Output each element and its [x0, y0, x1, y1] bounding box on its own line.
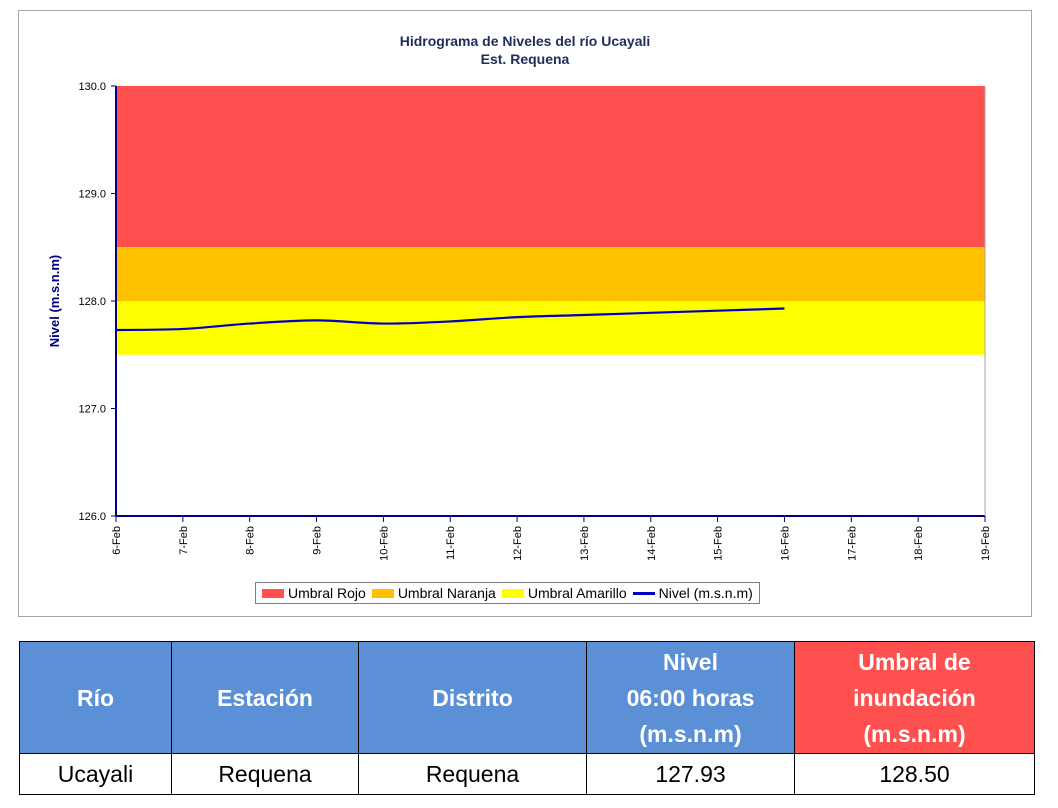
legend-swatch-naranja — [371, 588, 394, 598]
x-tick-label: 13-Feb — [579, 526, 591, 561]
x-tick-label: 19-Feb — [980, 526, 992, 561]
header-estacion: Estación — [171, 641, 359, 754]
header-rio: Río — [19, 641, 172, 754]
x-tick-label: 12-Feb — [512, 526, 524, 561]
band-rojo — [116, 86, 985, 248]
x-tick-label: 8-Feb — [245, 526, 257, 555]
x-tick-label: 10-Feb — [378, 526, 390, 561]
legend-item-nivel: Nivel (m.s.n.m) — [632, 585, 753, 601]
cell-nivel: 127.93 — [586, 753, 795, 795]
y-tick-label: 128.0 — [78, 296, 106, 308]
chart-title: Hidrograma de Niveles del río Ucayali — [399, 33, 651, 49]
x-tick-label: 18-Feb — [913, 526, 925, 561]
table-row: Ucayali Requena Requena 127.93 128.50 — [19, 753, 1035, 795]
x-tick-label: 17-Feb — [846, 526, 858, 561]
legend-label-naranja: Umbral Naranja — [397, 585, 496, 601]
x-tick-label: 7-Feb — [178, 526, 190, 555]
x-tick-label: 6-Feb — [111, 526, 123, 555]
header-umbral: Umbral de inundación (m.s.n.m) — [794, 641, 1035, 754]
cell-distrito: Requena — [358, 753, 587, 795]
cell-estacion: Requena — [171, 753, 359, 795]
header-nivel-line1: Nivel — [663, 648, 718, 675]
header-umbral-line3: (m.s.n.m) — [863, 720, 966, 747]
y-tick-label: 129.0 — [78, 189, 106, 201]
x-tick-label: 14-Feb — [646, 526, 658, 561]
legend-swatch-amarillo — [501, 588, 524, 598]
band-naranja — [116, 247, 985, 301]
x-tick-label: 16-Feb — [779, 526, 791, 561]
header-nivel-line2: 06:00 horas — [626, 684, 755, 711]
legend-item-rojo: Umbral Rojo — [262, 585, 366, 601]
legend-swatch-nivel — [632, 591, 655, 595]
band-amarillo — [116, 301, 985, 355]
legend-swatch-rojo — [262, 588, 284, 598]
y-tick-label: 126.0 — [78, 511, 106, 523]
header-distrito: Distrito — [358, 641, 587, 754]
station-info-table: Río Estación Distrito Nivel 06:00 horas … — [19, 641, 1035, 795]
legend-label-amarillo: Umbral Amarillo — [527, 585, 627, 601]
y-tick-label: 127.0 — [78, 404, 106, 416]
hydrograph-plot: 126.0 127.0 128.0 129.0 130.0 6-Feb 7-Feb 8-Feb… — [47, 81, 992, 561]
header-umbral-line1: Umbral de — [858, 648, 971, 675]
x-tick-label: 11-Feb — [445, 526, 457, 560]
cell-rio: Ucayali — [19, 753, 172, 795]
legend-item-naranja: Umbral Naranja — [371, 585, 496, 601]
x-tick-label: 15-Feb — [713, 526, 725, 561]
y-tick-label: 130.0 — [78, 81, 106, 93]
header-umbral-line2: inundación — [853, 684, 976, 711]
chart-frame: Hidrograma de Niveles del río Ucayali Es… — [18, 10, 1032, 617]
header-nivel: Nivel 06:00 horas (m.s.n.m) — [586, 641, 795, 754]
y-axis-title: Nivel (m.s.n.m) — [47, 255, 62, 347]
x-tick-label: 9-Feb — [312, 526, 324, 555]
cell-umbral: 128.50 — [794, 753, 1035, 795]
chart-subtitle: Est. Requena — [480, 51, 570, 67]
header-nivel-line3: (m.s.n.m) — [639, 720, 742, 747]
legend-label-nivel: Nivel (m.s.n.m) — [658, 585, 753, 601]
legend-label-rojo: Umbral Rojo — [288, 585, 366, 601]
chart-legend: Umbral Rojo Umbral Naranja Umbral Amaril… — [255, 582, 760, 604]
table-header-row: Río Estación Distrito Nivel 06:00 horas … — [19, 641, 1035, 754]
legend-item-amarillo: Umbral Amarillo — [501, 585, 627, 601]
